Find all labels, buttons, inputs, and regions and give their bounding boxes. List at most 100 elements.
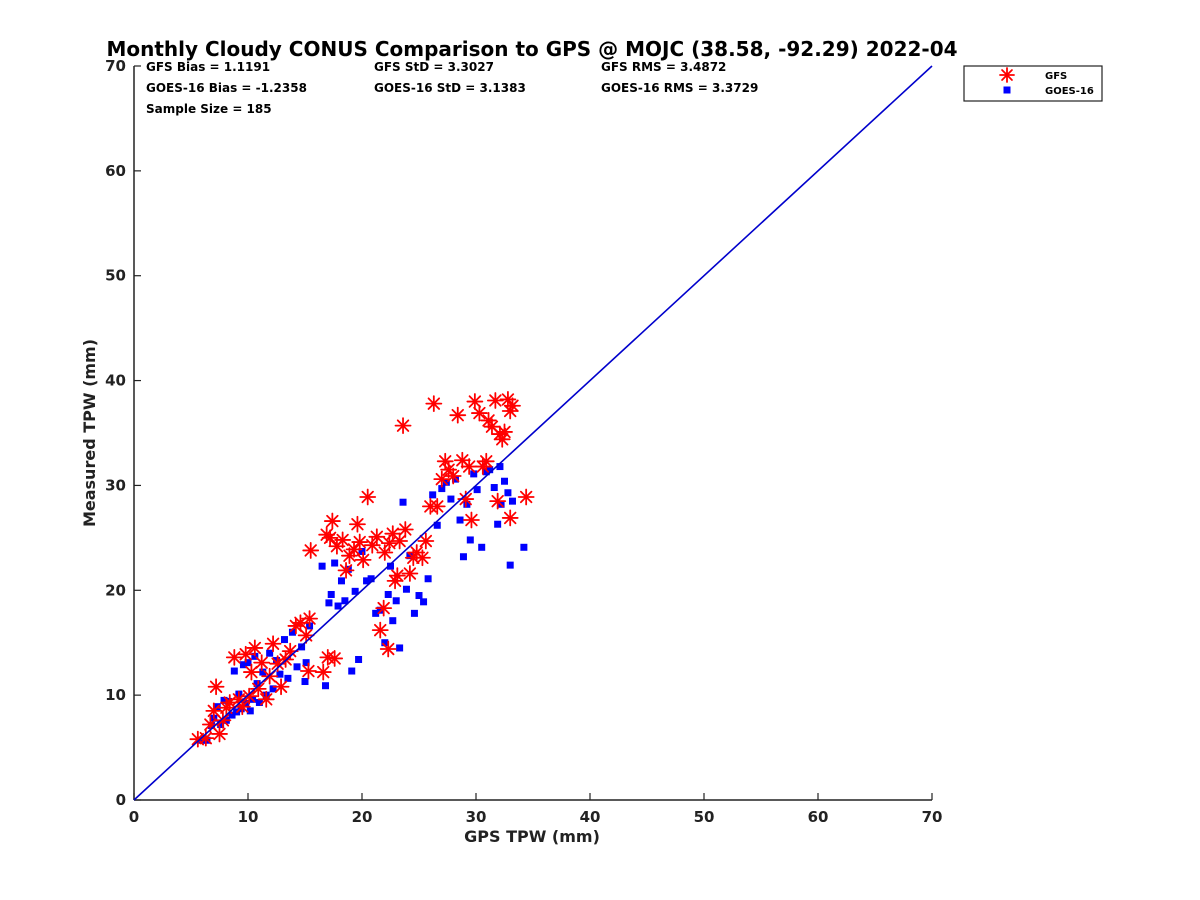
goes-16-point — [372, 609, 380, 617]
x-tick-label: 40 — [580, 808, 601, 826]
legend-goes-label: GOES-16 — [1045, 86, 1094, 97]
goes-16-point — [280, 636, 288, 644]
goes-16-point — [284, 674, 292, 682]
goes-16-point — [396, 644, 404, 652]
goes-16-point — [358, 547, 366, 555]
goes-16-point — [438, 485, 446, 493]
goes-16-point — [478, 543, 486, 551]
stat-goes-std: GOES-16 StD = 3.1383 — [374, 81, 526, 95]
y-tick-label: 20 — [105, 581, 126, 599]
one-to-one-line — [133, 65, 933, 801]
legend-gfs-marker — [999, 67, 1015, 83]
stat-goes-rms: GOES-16 RMS = 3.3729 — [601, 81, 758, 95]
gfs-point — [300, 662, 317, 680]
goes-16-point — [447, 495, 455, 503]
goes-16-point — [490, 484, 498, 492]
y-tick-label: 10 — [105, 686, 126, 704]
goes-16-point — [501, 477, 508, 485]
goes-16-point — [520, 543, 528, 551]
x-tick-label: 0 — [129, 808, 139, 826]
goes-16-point — [429, 491, 437, 499]
legend-goes-marker — [1003, 86, 1011, 94]
gfs-point — [394, 417, 412, 435]
goes-16-point — [293, 663, 301, 671]
goes-16-point — [402, 585, 410, 593]
gfs-point — [489, 492, 507, 510]
y-tick-label: 50 — [105, 267, 126, 285]
gfs-point — [359, 488, 377, 506]
gfs-point — [233, 698, 251, 716]
legend-gfs-label: GFS — [1045, 71, 1067, 82]
y-tick-label: 60 — [105, 162, 126, 180]
gfs-point — [246, 639, 264, 657]
goes-16-point — [506, 561, 514, 569]
goes-16-point — [244, 659, 252, 667]
legend-gfs-asterisk — [999, 67, 1015, 83]
gfs-point — [243, 663, 260, 681]
y-tick-label: 0 — [116, 791, 126, 809]
goes-16-point — [239, 661, 247, 669]
goes-16-point — [327, 590, 335, 598]
gfs-point — [466, 393, 484, 410]
gfs-point — [504, 397, 521, 415]
gfs-point — [368, 528, 386, 546]
goes-16-point — [348, 667, 356, 675]
goes-16-point — [399, 498, 407, 506]
gfs-point — [189, 730, 207, 748]
gfs-point — [211, 725, 228, 743]
gfs-point — [477, 452, 495, 470]
gfs-point — [496, 423, 513, 441]
gfs-point — [460, 458, 478, 475]
x-tick-label: 60 — [808, 808, 829, 826]
gfs-point — [264, 635, 282, 653]
goes-16-point — [392, 597, 400, 605]
gfs-point — [314, 663, 332, 681]
gfs-point — [237, 645, 255, 663]
gfs-point — [414, 549, 431, 567]
goes-16-point — [228, 711, 236, 719]
goes-16-point — [456, 516, 464, 524]
goes-16-point — [381, 639, 389, 647]
gfs-point — [351, 533, 369, 551]
gfs-point — [319, 648, 337, 666]
gfs-point — [253, 654, 271, 672]
goes-16-point — [424, 575, 432, 583]
goes-16-point — [266, 649, 274, 657]
gfs-point — [425, 395, 443, 413]
gfs-point — [440, 461, 458, 479]
gfs-point — [334, 531, 352, 549]
gfs-point — [371, 621, 389, 639]
gfs-point — [444, 467, 462, 485]
y-tick-label: 40 — [105, 372, 126, 390]
goes-16-point — [415, 592, 423, 600]
goes-16-point — [217, 721, 225, 729]
goes-16-point — [433, 521, 441, 529]
stat-gfs-std: GFS StD = 3.3027 — [374, 60, 494, 74]
goes-16-point — [337, 577, 345, 585]
gfs-point — [396, 521, 414, 538]
x-tick-label: 10 — [238, 808, 259, 826]
goes-16-point — [508, 497, 516, 505]
goes-16-point — [473, 486, 481, 494]
goes-16-point — [406, 552, 414, 560]
goes-16-point — [376, 606, 384, 614]
x-tick-label: 30 — [466, 808, 487, 826]
y-tick-label: 70 — [105, 57, 126, 75]
goes-16-point — [470, 470, 478, 478]
goes-16-point — [220, 696, 228, 704]
goes-16-point — [389, 617, 397, 625]
goes-16-point — [367, 575, 375, 583]
gfs-point — [375, 599, 393, 617]
gfs-point — [449, 406, 467, 424]
goes-16-point — [301, 678, 309, 686]
gfs-point — [471, 404, 488, 422]
gfs-point — [354, 551, 372, 569]
goes-16-point — [463, 500, 471, 508]
x-tick-label: 70 — [922, 808, 943, 826]
goes-16-point — [322, 682, 330, 690]
gfs-point — [501, 509, 519, 527]
goes-16-point — [384, 590, 392, 598]
gfs-point — [301, 610, 318, 627]
goes-16-point — [273, 657, 280, 665]
x-tick-label: 50 — [694, 808, 715, 826]
